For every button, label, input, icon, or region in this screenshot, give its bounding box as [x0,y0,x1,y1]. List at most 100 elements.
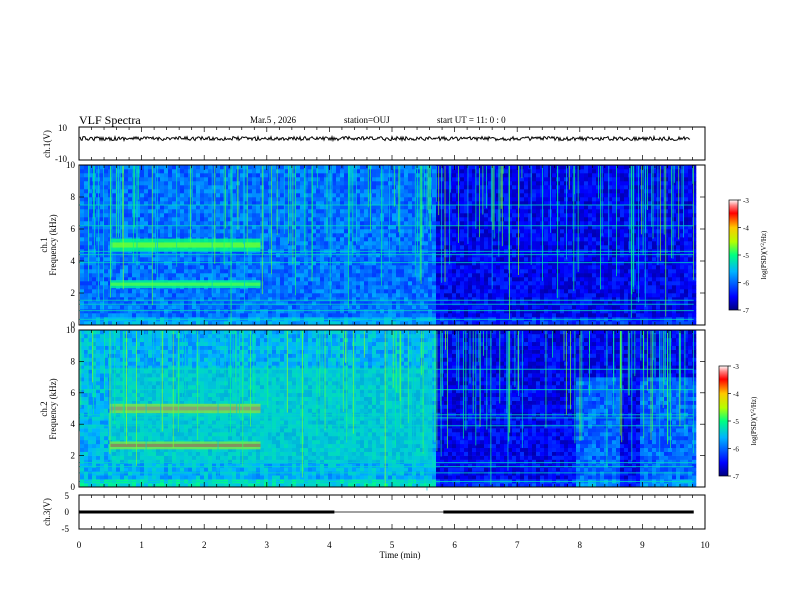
spectrogram-cell [396,265,401,270]
spectrogram-cell [196,193,201,198]
spectrogram-cell [360,209,365,214]
spectrogram-cell [244,301,249,306]
spectrogram-cell [408,261,413,266]
spectrogram-cell [348,169,353,174]
spectrogram-cell [160,177,165,182]
spectrogram-cell [468,297,473,302]
spectrogram-cell [200,313,205,318]
spectrogram-cell [104,261,109,266]
spectrogram-cell [164,273,169,278]
spectrogram-cell [196,265,201,270]
spectrogram-cell [408,193,413,198]
spectrogram-cell [280,257,285,262]
spectrogram-cell [392,257,397,262]
spectrogram-cell [200,233,205,238]
spectrogram-cell [340,201,345,206]
spectrogram-cell [164,177,169,182]
spectrogram-cell [108,241,113,246]
spectrogram-cell [380,225,385,230]
spectrogram-cell [132,269,137,274]
spectrogram-cell [376,169,381,174]
spectrogram-cell [180,217,185,222]
spectrogram-cell [448,293,453,298]
spectrogram-cell [140,189,145,194]
spectrogram-cell [248,201,253,206]
spectrogram-cell [392,245,397,250]
spectrogram-cell [100,169,105,174]
spectrogram-cell [528,273,533,278]
spectrogram-cell [208,309,213,314]
spectrogram-cell [432,181,437,186]
spectrogram-cell [356,229,361,234]
spectrogram-cell [196,289,201,294]
spectrogram-cell [228,173,233,178]
spectrogram-cell [476,265,481,270]
spectrogram-cell [480,181,485,186]
spectrogram-cell [84,233,89,238]
spectrogram-cell [84,305,89,310]
spectrogram-cell [292,173,297,178]
spectrogram-cell [488,173,493,178]
spectrogram-cell [244,305,249,310]
spectrogram-cell [340,197,345,202]
spectrogram-cell [240,313,245,318]
spectrogram-cell [208,173,213,178]
spectrogram-cell [396,293,401,298]
spectrogram-cell [404,269,409,274]
spectrogram-cell [280,305,285,310]
spectrogram-cell [120,305,125,310]
spectrogram-cell [360,245,365,250]
spectrogram-cell [412,201,417,206]
spectrogram-cell [264,313,269,318]
spectrogram-cell [460,165,465,170]
spectrogram-cell [420,305,425,310]
spectrogram-cell [452,285,457,290]
spectrogram-cell [256,265,261,270]
spectrogram-cell [272,241,277,246]
spectrogram-cell [452,213,457,218]
spectrogram-cell [140,197,145,202]
spectrogram-cell [120,209,125,214]
spectrogram-cell [284,197,289,202]
spectrogram-cell [276,197,281,202]
spectrogram-cell [148,201,153,206]
spectrogram-cell [536,293,541,298]
spectrogram-cell [332,197,337,202]
spectrogram-cell [488,297,493,302]
spectrogram-cell [272,173,277,178]
spectrogram-cell [320,297,325,302]
spectrogram-cell [460,309,465,314]
spectrogram-cell [424,209,429,214]
spectrogram-cell [560,313,565,318]
spectrogram-cell [448,237,453,242]
spectrogram-cell [140,293,145,298]
spectrogram-cell [388,205,393,210]
spectrogram-cell [388,257,393,262]
spectrogram-cell [112,189,117,194]
spectrogram-cell [416,261,421,266]
spectrogram-cell [384,177,389,182]
spectrogram-cell [148,193,153,198]
spectrogram-cell [524,277,529,282]
spectrogram-cell [252,181,257,186]
spectrogram-cell [112,217,117,222]
spectrogram-cell [488,201,493,206]
spectrogram-cell [100,309,105,314]
spectrogram-cell [352,225,357,230]
spectrogram-cell [444,177,449,182]
spectrogram-cell [336,261,341,266]
spectrogram-cell [412,313,417,318]
spectrogram-cell [84,173,89,178]
spectrogram-cell [460,201,465,206]
spectrogram-cell [136,213,141,218]
spectrogram-cell [248,261,253,266]
spectrogram-cell [404,257,409,262]
spectrogram-cell [184,205,189,210]
spectrogram-cell [528,313,533,318]
spectrogram-cell [204,169,209,174]
spectrogram-cell [548,309,553,314]
spectrogram-cell [360,305,365,310]
spectrogram-cell [184,265,189,270]
spectrogram-cell [548,313,553,318]
spectrogram-cell [140,313,145,318]
